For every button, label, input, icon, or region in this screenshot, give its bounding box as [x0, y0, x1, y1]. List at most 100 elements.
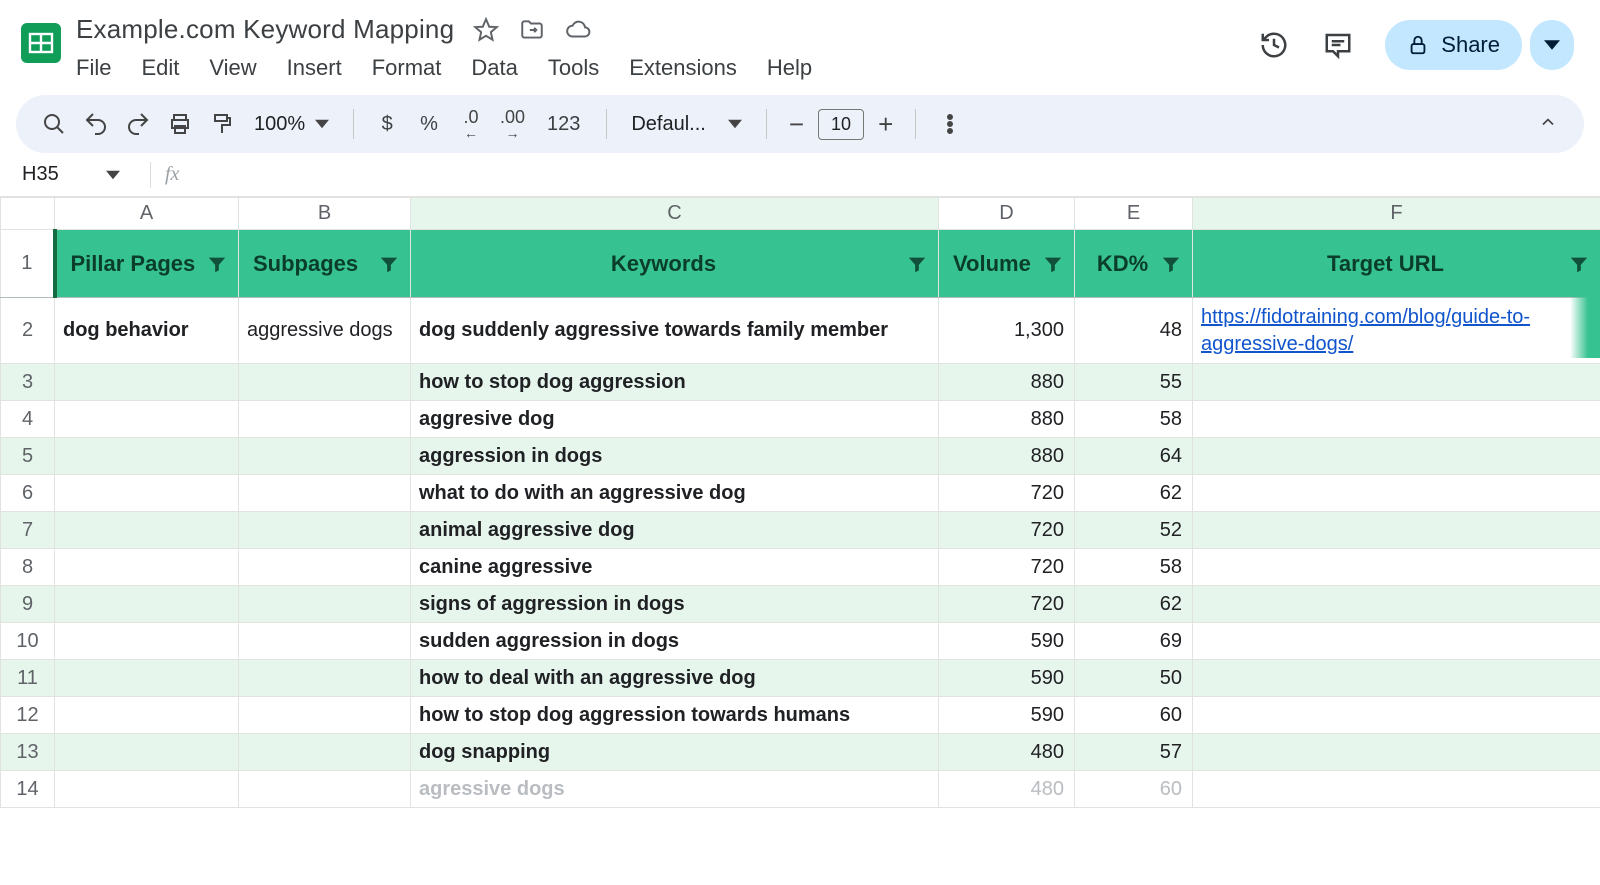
print-button[interactable]: [162, 104, 198, 144]
menu-view[interactable]: View: [209, 55, 256, 81]
col-header-a[interactable]: A: [55, 198, 239, 230]
cell-kd[interactable]: 69: [1075, 623, 1193, 660]
cell-url[interactable]: [1193, 512, 1600, 549]
cell-keyword[interactable]: how to deal with an aggressive dog: [411, 660, 939, 697]
header-keywords[interactable]: Keywords: [411, 230, 939, 298]
document-title[interactable]: Example.com Keyword Mapping: [76, 14, 454, 45]
cell-volume[interactable]: 590: [939, 660, 1075, 697]
collapse-toolbar-button[interactable]: [1532, 106, 1564, 143]
cell-kd[interactable]: 60: [1075, 771, 1193, 808]
cell-volume[interactable]: 480: [939, 734, 1075, 771]
row-header[interactable]: 10: [1, 623, 55, 660]
cell-pillar[interactable]: [55, 438, 239, 475]
cell-volume[interactable]: 880: [939, 401, 1075, 438]
increase-decimals-button[interactable]: .00→: [494, 104, 531, 144]
cell-url[interactable]: https://fidotraining.com/blog/guide-to-a…: [1193, 298, 1600, 364]
star-icon[interactable]: [472, 16, 500, 44]
cell-url[interactable]: [1193, 660, 1600, 697]
history-icon[interactable]: [1257, 28, 1291, 62]
font-size-decrease[interactable]: −: [783, 109, 810, 140]
cell-pillar[interactable]: [55, 475, 239, 512]
cell-subpage[interactable]: aggressive dogs: [239, 298, 411, 364]
cell-subpage[interactable]: [239, 549, 411, 586]
font-family-dropdown[interactable]: Defaul...: [623, 113, 749, 136]
cell-pillar[interactable]: [55, 697, 239, 734]
menu-extensions[interactable]: Extensions: [629, 55, 737, 81]
cell-keyword[interactable]: signs of aggression in dogs: [411, 586, 939, 623]
cell-volume[interactable]: 720: [939, 512, 1075, 549]
col-header-c[interactable]: C: [411, 198, 939, 230]
cell-kd[interactable]: 60: [1075, 697, 1193, 734]
cell-keyword[interactable]: aggresive dog: [411, 401, 939, 438]
filter-icon[interactable]: [906, 253, 928, 275]
menu-file[interactable]: File: [76, 55, 111, 81]
redo-button[interactable]: [120, 104, 156, 144]
cell-url[interactable]: [1193, 586, 1600, 623]
name-box[interactable]: H35: [6, 163, 136, 186]
cell-subpage[interactable]: [239, 364, 411, 401]
cell-kd[interactable]: 58: [1075, 549, 1193, 586]
cell-subpage[interactable]: [239, 438, 411, 475]
cell-pillar[interactable]: [55, 734, 239, 771]
header-kd[interactable]: KD%: [1075, 230, 1193, 298]
font-size-input[interactable]: 10: [818, 109, 864, 140]
select-all-corner[interactable]: [1, 198, 55, 230]
menu-data[interactable]: Data: [471, 55, 517, 81]
menu-insert[interactable]: Insert: [287, 55, 342, 81]
row-header-1[interactable]: 1: [1, 230, 55, 298]
spreadsheet-grid[interactable]: A B C D E F 1 Pillar Pages Subpages Keyw…: [0, 197, 1600, 808]
menu-help[interactable]: Help: [767, 55, 812, 81]
row-header[interactable]: 9: [1, 586, 55, 623]
cell-kd[interactable]: 50: [1075, 660, 1193, 697]
row-header[interactable]: 5: [1, 438, 55, 475]
cell-volume[interactable]: 880: [939, 438, 1075, 475]
cell-keyword[interactable]: dog suddenly aggressive towards family m…: [411, 298, 939, 364]
cell-subpage[interactable]: [239, 734, 411, 771]
decrease-decimals-button[interactable]: .0←: [454, 104, 488, 144]
cell-pillar[interactable]: [55, 586, 239, 623]
row-header[interactable]: 6: [1, 475, 55, 512]
move-icon[interactable]: [518, 16, 546, 44]
col-header-f[interactable]: F: [1193, 198, 1600, 230]
cell-keyword[interactable]: canine aggressive: [411, 549, 939, 586]
filter-icon[interactable]: [1042, 253, 1064, 275]
share-dropdown[interactable]: [1530, 20, 1574, 70]
share-button[interactable]: Share: [1385, 20, 1522, 70]
cell-url[interactable]: [1193, 438, 1600, 475]
row-header[interactable]: 3: [1, 364, 55, 401]
cell-keyword[interactable]: how to stop dog aggression towards human…: [411, 697, 939, 734]
row-header[interactable]: 2: [1, 298, 55, 364]
paint-format-button[interactable]: [204, 104, 240, 144]
cell-keyword[interactable]: dog snapping: [411, 734, 939, 771]
font-size-increase[interactable]: +: [872, 109, 899, 140]
cell-kd[interactable]: 58: [1075, 401, 1193, 438]
cell-volume[interactable]: 720: [939, 586, 1075, 623]
cell-keyword[interactable]: aggression in dogs: [411, 438, 939, 475]
cell-subpage[interactable]: [239, 512, 411, 549]
currency-button[interactable]: $: [370, 104, 404, 144]
row-header[interactable]: 11: [1, 660, 55, 697]
cell-url[interactable]: [1193, 697, 1600, 734]
cell-url[interactable]: [1193, 475, 1600, 512]
cell-subpage[interactable]: [239, 586, 411, 623]
sheets-logo[interactable]: [16, 18, 66, 68]
cell-kd[interactable]: 64: [1075, 438, 1193, 475]
col-header-d[interactable]: D: [939, 198, 1075, 230]
cell-kd[interactable]: 55: [1075, 364, 1193, 401]
cell-kd[interactable]: 57: [1075, 734, 1193, 771]
row-header[interactable]: 12: [1, 697, 55, 734]
header-subpages[interactable]: Subpages: [239, 230, 411, 298]
number-format-button[interactable]: 123: [537, 104, 590, 144]
col-header-e[interactable]: E: [1075, 198, 1193, 230]
cell-subpage[interactable]: [239, 771, 411, 808]
cell-kd[interactable]: 48: [1075, 298, 1193, 364]
cell-url[interactable]: [1193, 734, 1600, 771]
cell-pillar[interactable]: [55, 623, 239, 660]
cell-volume[interactable]: 720: [939, 549, 1075, 586]
cell-volume[interactable]: 880: [939, 364, 1075, 401]
row-header[interactable]: 4: [1, 401, 55, 438]
cell-pillar[interactable]: [55, 401, 239, 438]
cell-kd[interactable]: 62: [1075, 475, 1193, 512]
cell-keyword[interactable]: agressive dogs: [411, 771, 939, 808]
cell-keyword[interactable]: animal aggressive dog: [411, 512, 939, 549]
